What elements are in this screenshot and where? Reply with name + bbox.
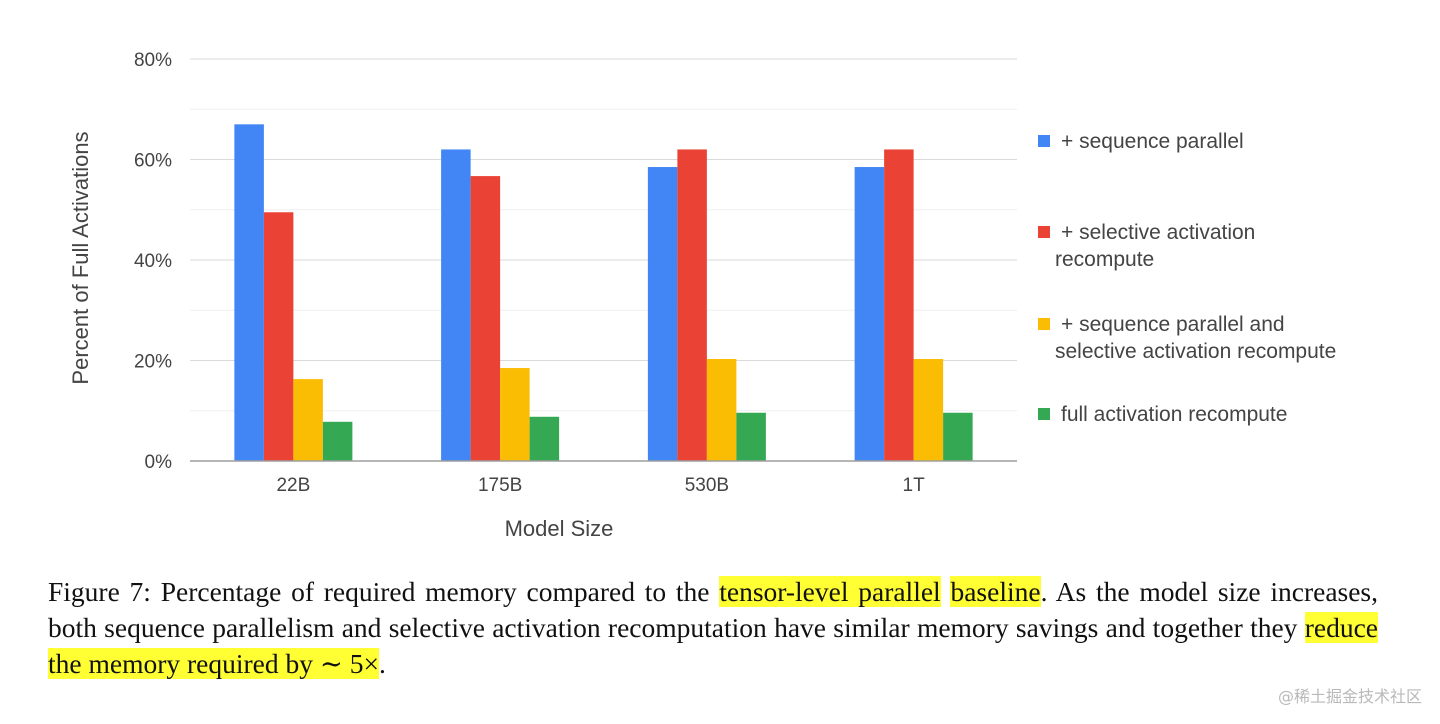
grid-lines [190, 58, 1017, 412]
legend-item: + selective activation recompute [1038, 221, 1255, 271]
caption-highlight-2: baseline [950, 576, 1041, 607]
bar-175B-series-2 [470, 176, 501, 461]
bar-530B-series-1 [647, 167, 678, 461]
figure-caption: Figure 7: Percentage of required memory … [48, 574, 1378, 682]
bar-chart: 0% 20% 40% 60% 80% 22B 175B 530B 1T Percent of … [68, 50, 1336, 541]
legend-label: full activation recompute [1061, 403, 1287, 426]
legend-label: + sequence parallel [1061, 130, 1244, 153]
bar-175B-series-1 [441, 149, 471, 461]
x-axis-title: Model Size [505, 516, 614, 541]
legend-label: + sequence parallel and [1061, 313, 1285, 336]
bar-530B-series-3 [706, 358, 737, 461]
y-tick-label: 0% [145, 452, 173, 473]
y-axis-title: Percent of Full Activations [68, 131, 93, 384]
caption-text-3: . [379, 648, 386, 679]
legend: + sequence parallel + selective activatio… [1038, 130, 1336, 426]
caption-text-2: . As the model size increases, both sequ… [48, 576, 1379, 643]
bar-22B-series-3 [293, 379, 323, 461]
x-tick-label: 530B [685, 475, 729, 496]
bar-22B-series-4 [322, 421, 353, 461]
bar-22B-series-1 [234, 124, 264, 461]
legend-label: recompute [1055, 248, 1154, 271]
bar-1T-series-3 [913, 358, 944, 461]
legend-swatch [1038, 135, 1050, 147]
y-tick-label: 40% [134, 251, 172, 272]
bar-1T-series-4 [943, 412, 973, 461]
caption-space [941, 576, 951, 607]
legend-swatch [1038, 318, 1050, 330]
y-tick-label: 80% [134, 50, 172, 71]
bars [234, 124, 973, 461]
legend-label: selective activation recompute [1055, 340, 1336, 363]
legend-label: + selective activation [1061, 221, 1255, 244]
bar-175B-series-3 [500, 368, 530, 461]
x-tick-label: 175B [478, 475, 522, 496]
caption-text-1: Figure 7: Percentage of required memory … [48, 576, 720, 607]
bar-1T-series-2 [884, 149, 914, 461]
watermark-text: @稀土掘金技术社区 [1277, 687, 1422, 706]
caption-highlight-1: tensor-level parallel [719, 576, 941, 607]
legend-swatch [1038, 408, 1050, 420]
y-tick-label: 60% [134, 151, 172, 172]
x-axis-categories: 22B 175B 530B 1T [276, 475, 925, 496]
bar-1T-series-1 [854, 167, 885, 461]
x-tick-label: 22B [276, 475, 310, 496]
bar-530B-series-4 [736, 412, 766, 461]
legend-item: + sequence parallel and selective activat… [1038, 313, 1336, 363]
x-tick-label: 1T [903, 475, 926, 496]
bar-530B-series-2 [677, 149, 707, 461]
legend-item: full activation recompute [1038, 403, 1287, 426]
legend-swatch [1038, 226, 1050, 238]
y-tick-label: 20% [134, 352, 172, 373]
y-axis-ticks: 0% 20% 40% 60% 80% [134, 50, 172, 473]
bar-22B-series-2 [263, 212, 294, 461]
legend-item: + sequence parallel [1038, 130, 1244, 153]
bar-175B-series-4 [529, 416, 560, 461]
